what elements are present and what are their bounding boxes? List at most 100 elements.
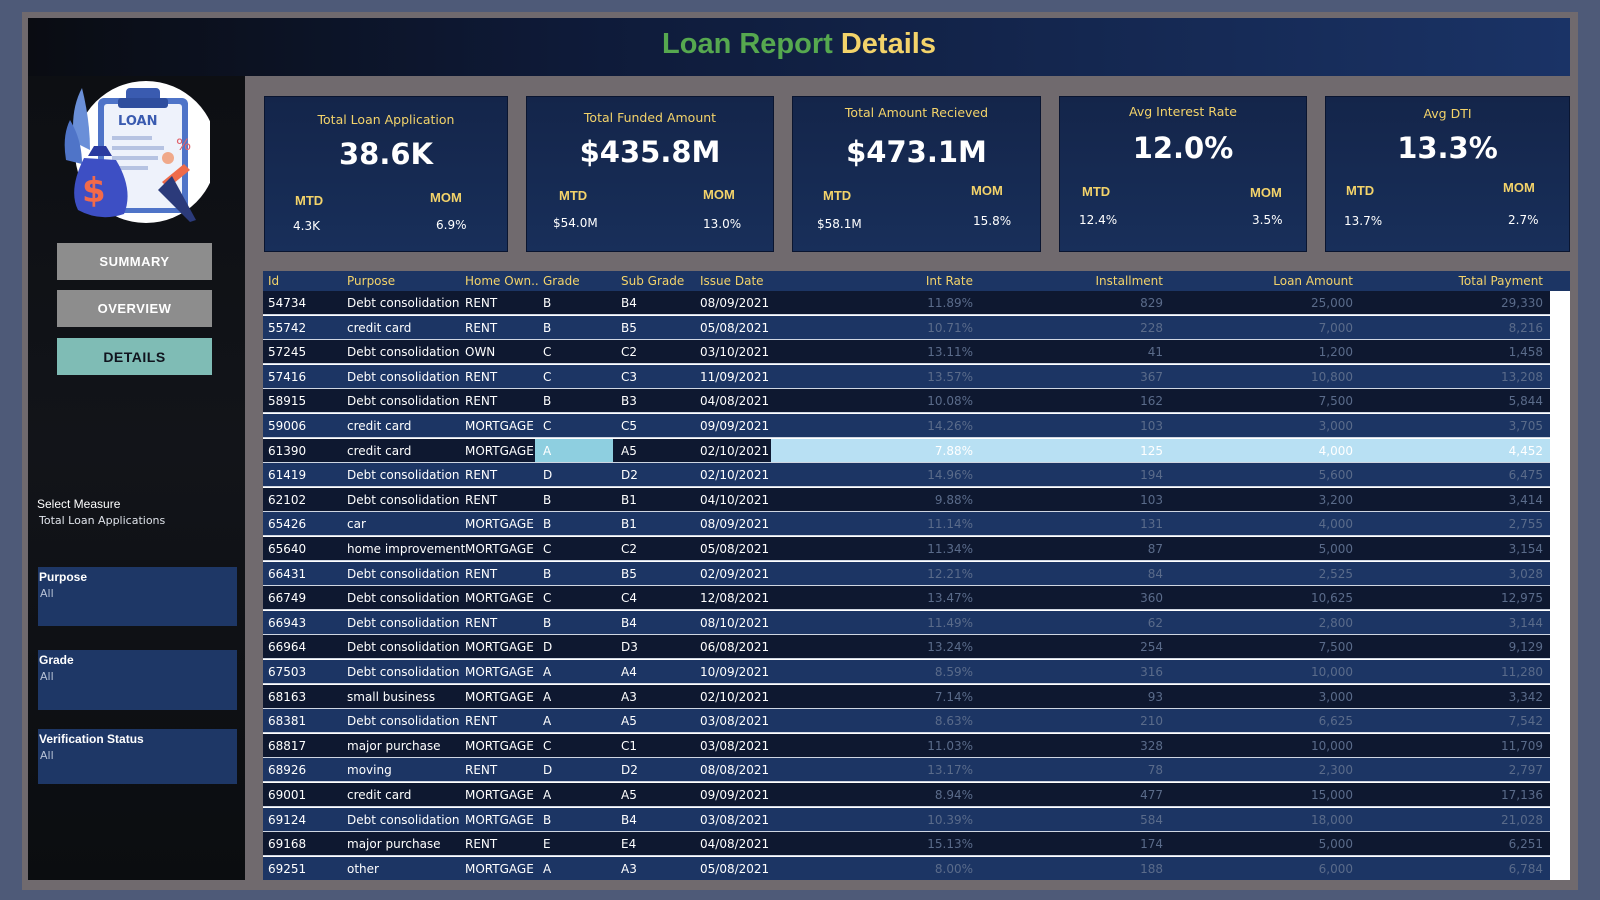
table-row[interactable]: 57245 Debt consolidation OWN C C2 03/10/2021 1… <box>263 340 1550 365</box>
kpi-title: Avg Interest Rate <box>1129 104 1237 119</box>
table-row[interactable]: 65426 car MORTGAGE B B1 08/09/2021 11.14% 131 4,… <box>263 512 1550 537</box>
table-row[interactable]: 55742 credit card RENT B B5 05/08/2021 10.71% 2… <box>263 315 1550 340</box>
loan-clipboard-illustration-icon: LOAN % $ <box>64 81 210 223</box>
cell-sub-grade: C1 <box>621 738 638 753</box>
column-header-int-rate[interactable]: Int Rate <box>925 274 973 288</box>
kpi-mom-value: 6.9% <box>436 218 467 232</box>
cell-id: 69251 <box>268 861 307 876</box>
column-header-id[interactable]: Id <box>268 274 280 288</box>
kpi-mom-label: MOM <box>430 190 462 205</box>
cell-loan-amount: 5,000 <box>1318 542 1353 556</box>
table-row[interactable]: 66431 Debt consolidation RENT B B5 02/09/2021… <box>263 561 1550 586</box>
column-header-grade[interactable]: Grade <box>543 274 580 288</box>
cell-id: 69124 <box>268 812 307 827</box>
cell-purpose: major purchase <box>347 738 441 753</box>
table-row[interactable]: 59006 credit card MORTGAGE C C5 09/09/2021 14.… <box>263 414 1550 438</box>
verification-status-filter-value[interactable]: All <box>40 749 54 762</box>
table-row[interactable]: 68926 moving RENT D D2 08/08/2021 13.17% 78 2,30… <box>263 758 1550 783</box>
column-header-sub-grade[interactable]: Sub Grade <box>621 274 685 288</box>
cell-issue-date: 02/10/2021 <box>700 689 770 704</box>
cell-purpose: small business <box>347 689 436 704</box>
purpose-filter[interactable]: Purpose All <box>38 567 237 626</box>
column-header-total-payment[interactable]: Total Payment <box>1458 274 1543 288</box>
cell-loan-amount: 7,500 <box>1318 640 1353 655</box>
cell-int-rate: 13.24% <box>927 640 973 655</box>
purpose-filter-value[interactable]: All <box>40 587 54 600</box>
table-row[interactable]: 69001 credit card MORTGAGE A A5 09/09/2021 8.9… <box>263 783 1550 807</box>
kpi-mtd-value: 4.3K <box>293 219 320 233</box>
page-title-part1: Loan Report <box>662 28 833 60</box>
cell-loan-amount: 7,500 <box>1318 394 1353 409</box>
column-header-home-ownership[interactable]: Home Own.. <box>465 274 539 288</box>
table-row[interactable]: 68163 small business MORTGAGE A A3 02/10/2021… <box>263 684 1550 709</box>
cell-loan-amount: 6,625 <box>1318 714 1353 729</box>
cell-sub-grade: A5 <box>621 443 637 458</box>
table-scrollbar[interactable] <box>1550 291 1570 880</box>
column-header-purpose[interactable]: Purpose <box>347 274 396 288</box>
cell-installment: 228 <box>1140 320 1163 335</box>
cell-grade: D <box>543 640 553 655</box>
cell-purpose: home improvement <box>347 542 466 556</box>
table-row[interactable]: 67503 Debt consolidation MORTGAGE A A4 10/09/… <box>263 660 1550 684</box>
cell-issue-date: 03/08/2021 <box>700 812 770 827</box>
table-row[interactable]: 69251 other MORTGAGE A A3 05/08/2021 8.00% 188 6… <box>263 856 1550 880</box>
cell-sub-grade: C5 <box>621 419 638 433</box>
cell-grade: C <box>543 345 552 360</box>
cell-loan-amount: 3,200 <box>1318 492 1353 507</box>
cell-purpose: car <box>347 517 366 532</box>
table-row[interactable]: 68381 Debt consolidation RENT A A5 03/08/2021… <box>263 709 1550 734</box>
kpi-mtd-value: $54.0M <box>553 216 598 230</box>
cell-sub-grade: C2 <box>621 542 638 556</box>
table-row[interactable]: 68817 major purchase MORTGAGE C C1 03/08/2021… <box>263 733 1550 758</box>
loan-details-table[interactable]: Id Purpose Home Own.. Grade Sub Grade Issue D… <box>263 271 1570 880</box>
cell-int-rate: 10.39% <box>927 812 973 827</box>
verification-status-filter[interactable]: Verification Status All <box>38 729 237 784</box>
table-row[interactable]: 57416 Debt consolidation RENT C C3 11/09/2021… <box>263 364 1550 389</box>
cell-total-payment: 3,342 <box>1508 689 1543 704</box>
cell-total-payment: 4,452 <box>1508 443 1543 458</box>
table-row[interactable]: 61419 Debt consolidation RENT D D2 02/10/2021… <box>263 463 1550 488</box>
nav-summary-button[interactable]: SUMMARY <box>57 243 212 280</box>
kpi-value: 12.0% <box>1132 131 1234 165</box>
grade-filter[interactable]: Grade All <box>38 650 237 710</box>
table-row[interactable]: 66943 Debt consolidation RENT B B4 08/10/2021… <box>263 610 1550 635</box>
table-row[interactable]: 69124 Debt consolidation MORTGAGE B B4 03/08/… <box>263 807 1550 832</box>
column-header-loan-amount[interactable]: Loan Amount <box>1273 274 1353 288</box>
cell-issue-date: 11/09/2021 <box>700 369 770 384</box>
nav-details-button[interactable]: DETAILS <box>57 338 212 375</box>
table-row[interactable]: 66964 Debt consolidation MORTGAGE D D3 06/08/… <box>263 635 1550 660</box>
cell-installment: 84 <box>1147 566 1163 581</box>
table-row[interactable]: 69168 major purchase RENT E E4 04/08/2021 15.1… <box>263 832 1550 857</box>
cell-id: 58915 <box>268 394 307 409</box>
cell-grade: C <box>543 419 552 433</box>
cell-purpose: Debt consolidation <box>347 394 460 409</box>
table-row[interactable]: 62102 Debt consolidation RENT B B1 04/10/2021… <box>263 487 1550 512</box>
grade-filter-value[interactable]: All <box>40 670 54 683</box>
table-row[interactable]: 65640 home improvement MORTGAGE C C2 05/08/20… <box>263 537 1550 561</box>
column-header-issue-date[interactable]: Issue Date <box>700 274 764 288</box>
table-row[interactable]: 54734 Debt consolidation RENT B B4 08/09/2021… <box>263 291 1550 315</box>
cell-purpose: Debt consolidation <box>347 615 460 630</box>
table-row[interactable]: 58915 Debt consolidation RENT B B3 04/08/2021… <box>263 389 1550 414</box>
kpi-mtd-label: MTD <box>1082 184 1111 199</box>
kpi-card-avg-dti: Avg DTI 13.3% MTD 13.7% MOM 2.7% <box>1325 96 1570 252</box>
cell-installment: 87 <box>1147 542 1163 556</box>
table-row[interactable]: 61390 credit card MORTGAGE A A5 02/10/2021 7.8… <box>263 438 1550 463</box>
select-measure-value[interactable]: Total Loan Applications <box>39 514 166 527</box>
table-row[interactable]: 66749 Debt consolidation MORTGAGE C C4 12/08/… <box>263 586 1550 611</box>
cell-home-ownership: MORTGAGE <box>465 812 534 827</box>
cell-purpose: other <box>347 861 379 876</box>
cell-grade: B <box>543 320 552 335</box>
cell-id: 57245 <box>268 345 307 360</box>
column-header-installment[interactable]: Installment <box>1095 274 1163 288</box>
cell-issue-date: 02/09/2021 <box>700 566 770 581</box>
cell-total-payment: 13,208 <box>1501 369 1543 384</box>
kpi-card-total-funded-amount: Total Funded Amount $435.8M MTD $54.0M M… <box>526 96 774 252</box>
cell-grade: E <box>543 837 551 852</box>
cell-loan-amount: 7,000 <box>1318 320 1353 335</box>
cell-loan-amount: 5,600 <box>1318 468 1353 483</box>
nav-overview-button[interactable]: OVERVIEW <box>57 290 212 327</box>
grade-filter-label: Grade <box>39 653 74 667</box>
cell-int-rate: 8.63% <box>934 714 973 729</box>
cell-installment: 328 <box>1140 738 1163 753</box>
